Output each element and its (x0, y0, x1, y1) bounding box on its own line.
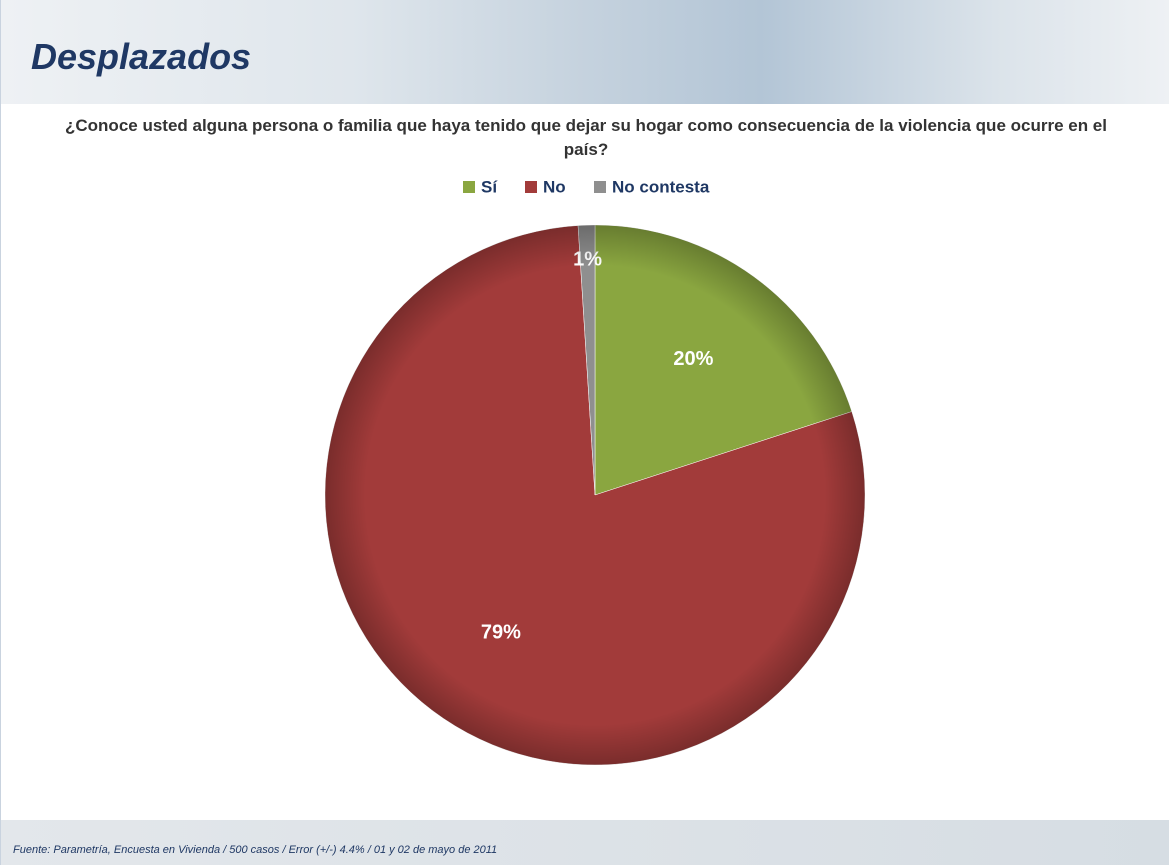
header: Desplazados (1, 0, 1169, 104)
source-note: Fuente: Parametría, Encuesta en Vivienda… (13, 844, 498, 856)
data-label: 79% (481, 622, 521, 644)
legend-swatch (525, 181, 537, 193)
footer: Fuente: Parametría, Encuesta en Vivienda… (1, 820, 1169, 865)
legend-label: Sí (481, 177, 498, 196)
slide-title: Desplazados (31, 36, 252, 77)
legend-swatch (594, 181, 606, 193)
legend-label: No (543, 177, 566, 196)
legend-swatch (463, 181, 475, 193)
chart-title: ¿Conoce usted alguna persona o familia q… (65, 116, 1107, 159)
legend-label: No contesta (612, 177, 710, 196)
data-label: 20% (673, 348, 713, 370)
data-label: 1% (573, 248, 602, 270)
